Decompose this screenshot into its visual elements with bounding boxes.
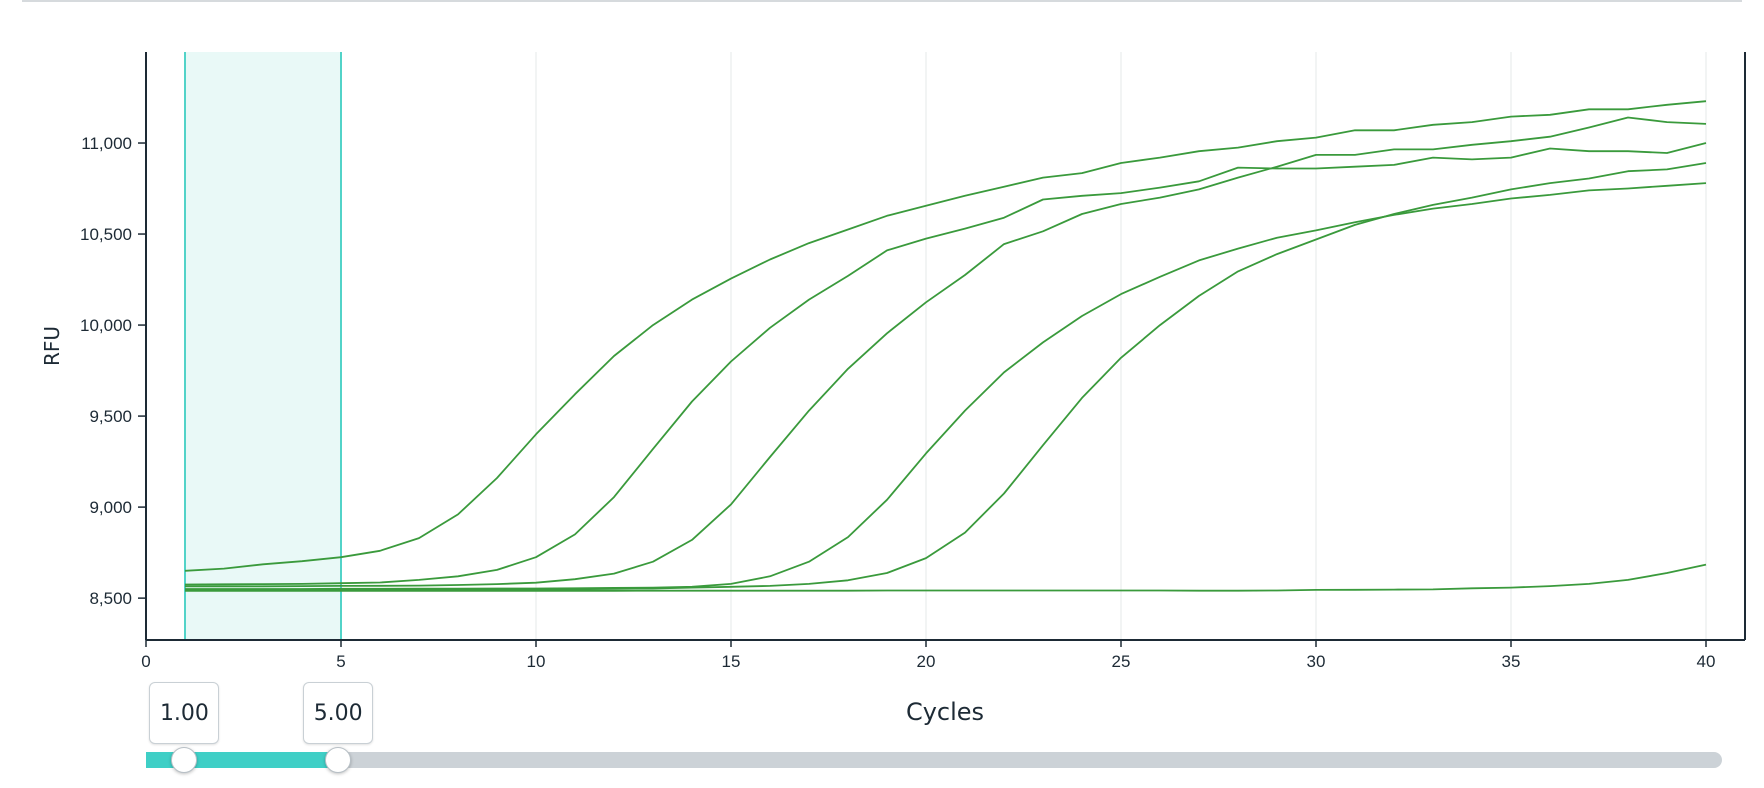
x-tick-label: 5 bbox=[336, 652, 345, 671]
series-line-5 bbox=[185, 162, 1707, 591]
baseline-end-value: 5.00 bbox=[303, 682, 374, 744]
top-divider bbox=[22, 0, 1742, 2]
series-lines bbox=[184, 100, 1707, 592]
baseline-range-track[interactable] bbox=[146, 752, 1722, 768]
y-tick-label: 9,000 bbox=[89, 498, 132, 517]
y-tick-label: 10,000 bbox=[80, 316, 132, 335]
baseline-start-value: 1.00 bbox=[149, 682, 220, 744]
y-tick-label: 11,000 bbox=[81, 134, 132, 153]
y-ticks: 8,500 9,000 9,500 10,000 10,500 11,000 bbox=[80, 134, 146, 608]
x-tick-label: 35 bbox=[1502, 652, 1521, 671]
x-tick-label: 20 bbox=[917, 652, 936, 671]
x-ticks: 0 5 10 15 20 25 30 35 40 bbox=[141, 640, 1715, 671]
y-axis-title: RFU bbox=[40, 326, 64, 366]
y-tick-label: 8,500 bbox=[89, 589, 132, 608]
y-tick-label: 10,500 bbox=[80, 225, 132, 244]
x-tick-label: 0 bbox=[141, 652, 150, 671]
x-tick-label: 30 bbox=[1307, 652, 1326, 671]
series-line-4 bbox=[185, 182, 1707, 590]
x-axis-title: Cycles bbox=[906, 698, 984, 726]
x-tick-label: 10 bbox=[527, 652, 546, 671]
y-tick-label: 9,500 bbox=[89, 407, 132, 426]
series-line-1 bbox=[184, 100, 1707, 572]
x-tick-label: 15 bbox=[722, 652, 741, 671]
series-line-2 bbox=[184, 142, 1707, 586]
baseline-region bbox=[185, 52, 341, 640]
baseline-end-handle[interactable] bbox=[325, 747, 352, 773]
series-line-3 bbox=[185, 116, 1707, 588]
x-tick-label: 25 bbox=[1112, 652, 1131, 671]
series-line-6 bbox=[185, 563, 1707, 592]
baseline-start-handle[interactable] bbox=[171, 747, 198, 773]
x-tick-label: 40 bbox=[1697, 652, 1716, 671]
